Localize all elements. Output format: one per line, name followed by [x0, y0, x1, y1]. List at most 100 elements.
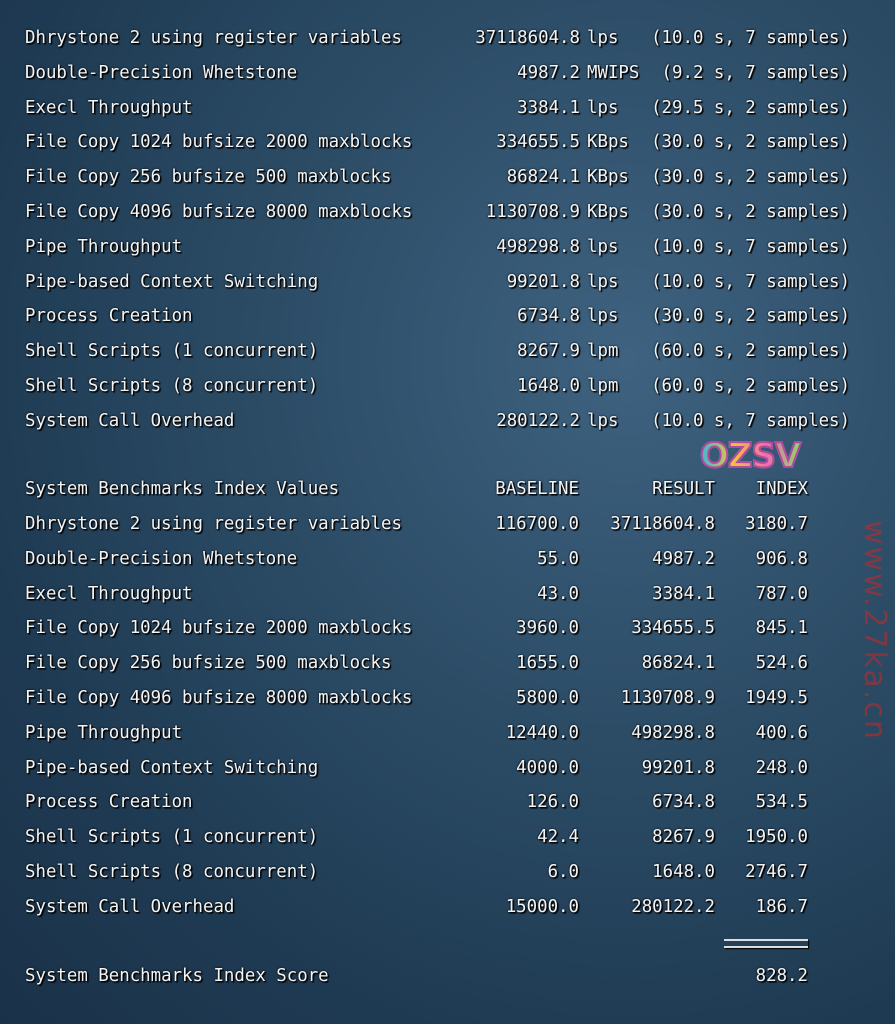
run-name: Shell Scripts (8 concurrent): [25, 376, 319, 396]
index-row-name: Double-Precision Whetstone: [25, 548, 298, 569]
run-value: 37118604.8: [475, 28, 580, 48]
index-row-baseline: 15000.0: [505, 896, 579, 917]
run-name: Shell Scripts (1 concurrent): [25, 341, 319, 362]
run-unit: lps: [587, 410, 619, 431]
run-detail: (60.0 s, 2 samples): [651, 376, 850, 396]
index-row-index: 186.7: [755, 896, 808, 917]
run-name: Dhrystone 2 using register variables: [25, 28, 402, 48]
index-row-result: 280122.2: [631, 896, 715, 917]
run-detail: (30.0 s, 2 samples): [651, 132, 850, 153]
run-detail: (60.0 s, 2 samples): [651, 341, 850, 362]
index-row-index: 906.8: [755, 548, 808, 569]
run-name: Double-Precision Whetstone: [25, 62, 298, 83]
baseline-header: BASELINE: [495, 479, 579, 499]
index-title: System Benchmarks Index Values: [25, 479, 340, 499]
index-row-name: Pipe Throughput: [25, 722, 183, 743]
index-row-result: 86824.1: [641, 653, 715, 674]
run-detail: (10.0 s, 7 samples): [651, 271, 850, 292]
index-row-baseline: 42.4: [537, 827, 579, 848]
run-unit: lpm: [587, 376, 619, 396]
run-unit: lps: [587, 271, 619, 292]
index-row-baseline: 12440.0: [505, 722, 579, 743]
watermark: www.27ka.cn: [857, 520, 892, 741]
run-unit: lps: [587, 306, 619, 327]
index-row-result: 6734.8: [652, 792, 715, 813]
run-name: File Copy 256 bufsize 500 maxblocks: [25, 167, 392, 188]
run-name: Process Creation: [25, 306, 193, 327]
index-row-result: 3384.1: [652, 583, 715, 604]
run-value: 8267.9: [517, 341, 580, 362]
index-row-result: 1130708.9: [620, 688, 715, 708]
index-header: INDEX: [755, 479, 808, 499]
run-name: Execl Throughput: [25, 97, 193, 118]
index-row-result: 334655.5: [631, 618, 715, 639]
run-value: 334655.5: [496, 132, 580, 153]
index-row-baseline: 3960.0: [516, 618, 579, 639]
index-score: 828.2: [755, 966, 808, 986]
run-name: Pipe-based Context Switching: [25, 271, 319, 292]
run-detail: (29.5 s, 2 samples): [651, 97, 850, 118]
result-header: RESULT: [652, 479, 715, 499]
run-unit: KBps: [587, 132, 629, 153]
index-row-baseline: 116700.0: [495, 514, 579, 534]
run-value: 6734.8: [517, 306, 580, 327]
index-row-result: 498298.8: [631, 722, 715, 743]
index-row-name: Shell Scripts (1 concurrent): [25, 827, 319, 848]
index-row-index: 248.0: [755, 757, 808, 778]
run-value: 1648.0: [517, 376, 580, 396]
index-row-index: 524.6: [755, 653, 808, 674]
index-row-name: System Call Overhead: [25, 896, 235, 917]
run-detail: (10.0 s, 7 samples): [651, 236, 850, 257]
index-row-name: File Copy 256 bufsize 500 maxblocks: [25, 653, 392, 674]
run-detail: (30.0 s, 2 samples): [651, 202, 850, 222]
run-unit: lps: [587, 97, 619, 118]
index-row-name: File Copy 1024 bufsize 2000 maxblocks: [25, 618, 413, 639]
run-unit: KBps: [587, 167, 629, 188]
run-unit: MWIPS: [587, 62, 640, 83]
index-row-index: 787.0: [755, 583, 808, 604]
index-row-baseline: 5800.0: [516, 688, 579, 708]
run-value: 99201.8: [506, 271, 580, 292]
index-row-baseline: 55.0: [537, 548, 579, 569]
index-row-result: 99201.8: [641, 757, 715, 778]
run-detail: (30.0 s, 2 samples): [651, 167, 850, 188]
run-value: 498298.8: [496, 236, 580, 257]
score-label: System Benchmarks Index Score: [25, 966, 329, 986]
run-name: System Call Overhead: [25, 410, 235, 431]
run-detail: (30.0 s, 2 samples): [651, 306, 850, 327]
index-row-index: 845.1: [755, 618, 808, 639]
run-name: File Copy 4096 bufsize 8000 maxblocks: [25, 202, 413, 222]
run-value: 1130708.9: [485, 202, 580, 222]
index-row-name: Process Creation: [25, 792, 193, 813]
index-row-result: 8267.9: [652, 827, 715, 848]
index-row-name: Shell Scripts (8 concurrent): [25, 862, 319, 882]
index-row-baseline: 1655.0: [516, 653, 579, 674]
run-unit: lps: [587, 236, 619, 257]
index-row-index: 3180.7: [745, 514, 808, 534]
index-row-index: 1950.0: [745, 827, 808, 848]
index-row-index: 400.6: [755, 722, 808, 743]
run-name: Pipe Throughput: [25, 236, 183, 257]
run-detail: (10.0 s, 7 samples): [651, 410, 850, 431]
separator-line: [724, 939, 808, 948]
index-row-name: Execl Throughput: [25, 583, 193, 604]
run-value: 86824.1: [506, 167, 580, 188]
index-row-name: Dhrystone 2 using register variables: [25, 514, 402, 534]
index-row-index: 2746.7: [745, 862, 808, 882]
run-detail: (9.2 s, 7 samples): [661, 62, 850, 83]
index-row-result: 4987.2: [652, 548, 715, 569]
run-value: 4987.2: [517, 62, 580, 83]
run-name: File Copy 1024 bufsize 2000 maxblocks: [25, 132, 413, 153]
index-row-baseline: 6.0: [547, 862, 579, 882]
index-row-baseline: 126.0: [526, 792, 579, 813]
index-row-index: 534.5: [755, 792, 808, 813]
run-detail: (10.0 s, 7 samples): [651, 28, 850, 48]
index-row-index: 1949.5: [745, 688, 808, 708]
index-row-baseline: 43.0: [537, 583, 579, 604]
run-unit: lps: [587, 28, 619, 48]
run-unit: lpm: [587, 341, 619, 362]
index-row-name: Pipe-based Context Switching: [25, 757, 319, 778]
run-value: 3384.1: [517, 97, 580, 118]
index-row-result: 1648.0: [652, 862, 715, 882]
index-row-name: File Copy 4096 bufsize 8000 maxblocks: [25, 688, 413, 708]
